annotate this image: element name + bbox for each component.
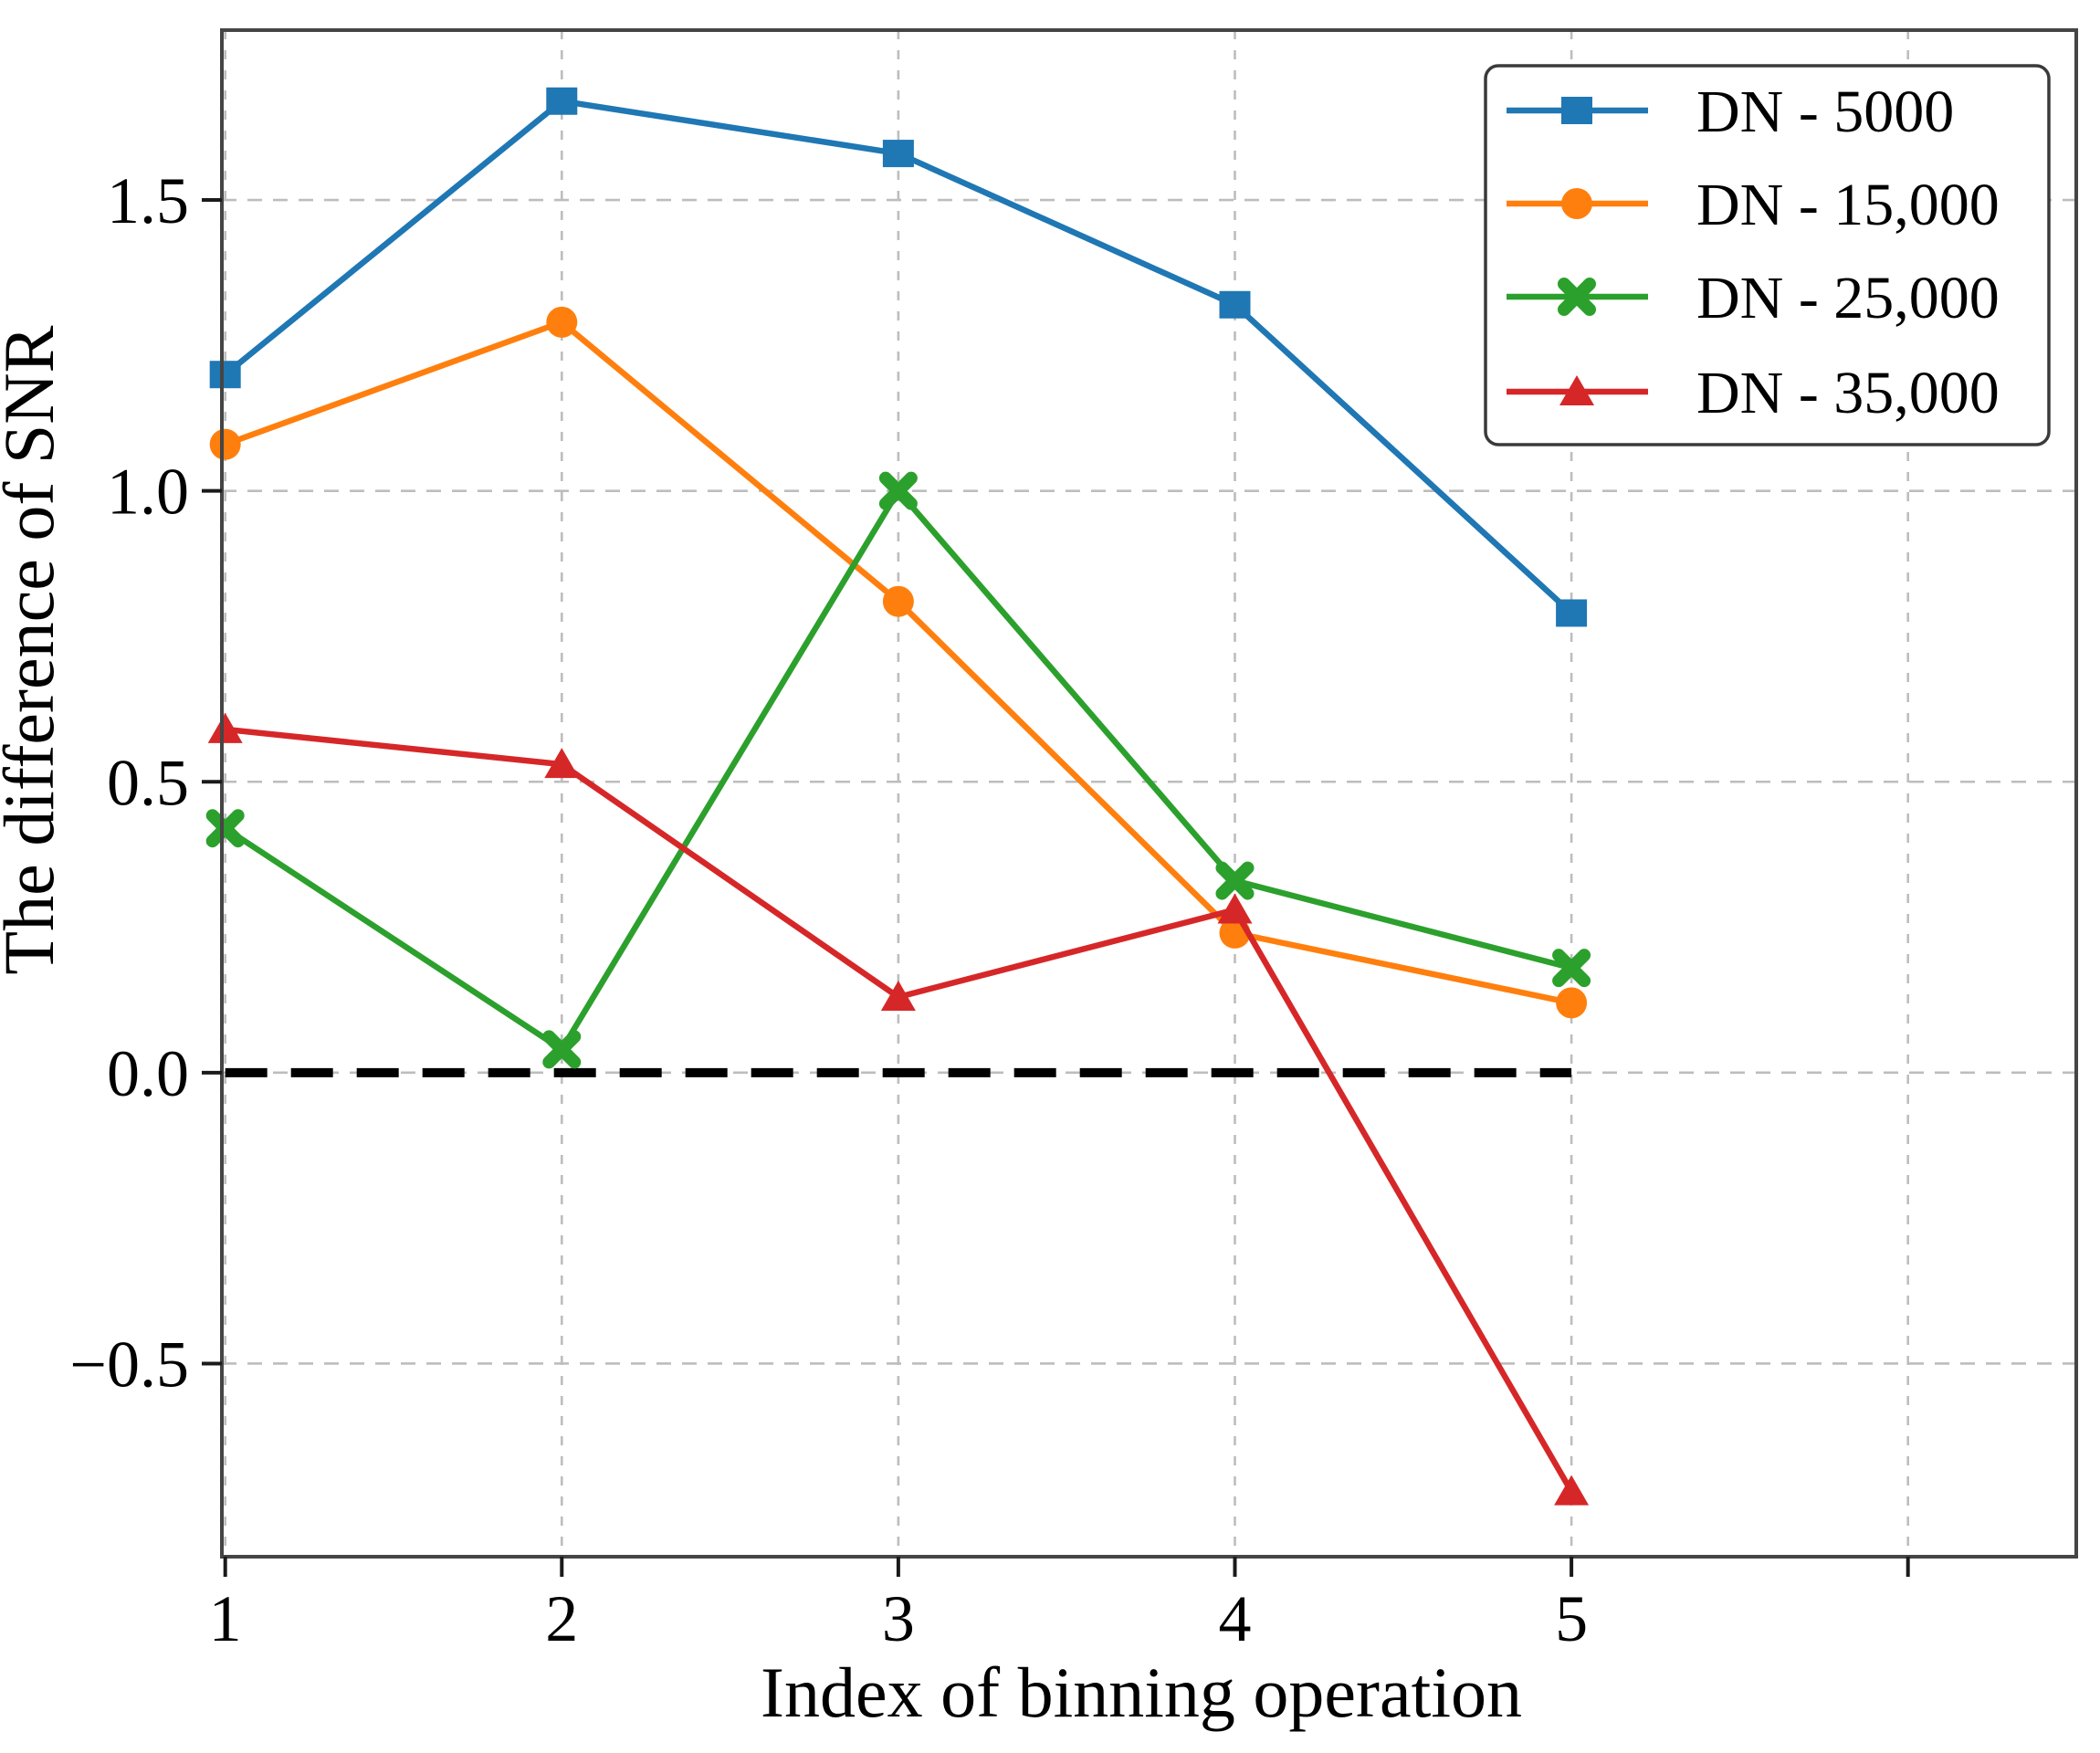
legend-entry-dn-5000: DN - 5000 [1507, 79, 1954, 145]
marker-dn-25-000-x3 [878, 471, 918, 510]
x-axis-title: Index of binning operation [761, 1653, 1522, 1732]
marker-dn-5000-x1 [209, 361, 241, 389]
legend-entry-dn-15-000: DN - 15,000 [1507, 172, 2000, 238]
x-tick-label-5: 5 [1555, 1582, 1588, 1655]
marker-dn-35-000-x1 [207, 712, 243, 743]
y-tick-label-0.5: 0.5 [107, 746, 189, 819]
y-axis-title: The difference of SNR [0, 325, 68, 974]
data-series [205, 87, 1591, 1506]
x-tick-label-1: 1 [209, 1582, 242, 1655]
axes-spines [220, 28, 2078, 1559]
y-tick-label-0.0: 0.0 [107, 1037, 189, 1110]
x-tick-label-4: 4 [1218, 1582, 1251, 1655]
marker-dn-25-000-x2 [542, 1030, 582, 1069]
legend-label-dn-15-000: DN - 15,000 [1696, 172, 2000, 238]
marker-dn-35-000-x5 [1554, 1475, 1590, 1506]
legend-marker-dn-15-000 [1561, 188, 1592, 219]
tick-labels: 1 2 3 4 5 1.5 1.0 0.5 0.0 −0.5 [69, 164, 1588, 1655]
series-dn-35-000 [207, 712, 1590, 1506]
legend-label-dn-25-000: DN - 25,000 [1696, 265, 2000, 331]
marker-dn-25-000-x4 [1215, 861, 1255, 900]
marker-dn-35-000-x2 [544, 748, 580, 779]
legend-entry-dn-35-000: DN - 35,000 [1507, 360, 2000, 426]
marker-dn-5000-x3 [882, 140, 914, 168]
legend-box [1484, 64, 2051, 446]
marker-dn-15-000-x5 [1556, 987, 1588, 1019]
marker-dn-35-000-x4 [1217, 893, 1253, 924]
y-tick-label-1.5: 1.5 [107, 164, 189, 237]
y-tick-label-1.0: 1.0 [107, 456, 189, 529]
legend-label-dn-35-000: DN - 35,000 [1696, 360, 2000, 426]
marker-dn-15-000-x3 [882, 585, 914, 617]
marker-dn-5000-x4 [1219, 290, 1251, 319]
legend-marker-dn-35-000 [1559, 375, 1594, 405]
legend: DN - 5000 DN - 15,000 DN - 25,000 DN - 35,0… [1484, 64, 2051, 446]
legend-marker-dn-5000 [1561, 97, 1592, 124]
marker-dn-5000-x2 [546, 87, 578, 115]
marker-dn-15-000-x1 [209, 428, 241, 460]
marker-dn-25-000-x5 [1552, 949, 1591, 988]
series-dn-5000 [209, 87, 1588, 627]
x-tick-label-2: 2 [545, 1582, 578, 1655]
marker-dn-25-000-x1 [205, 809, 245, 848]
marker-dn-15-000-x2 [546, 306, 578, 338]
axis-ticks [202, 198, 1910, 1577]
marker-dn-5000-x5 [1556, 599, 1588, 627]
series-dn-15-000 [209, 306, 1588, 1019]
gridlines [222, 30, 2076, 1557]
plot-border [220, 28, 2078, 1559]
marker-dn-35-000-x3 [880, 981, 916, 1012]
x-tick-label-3: 3 [882, 1582, 915, 1655]
series-dn-25-000 [205, 471, 1591, 1069]
legend-marker-dn-25-000 [1558, 278, 1596, 316]
legend-label-dn-5000: DN - 5000 [1696, 79, 1954, 145]
legend-entry-dn-25-000: DN - 25,000 [1507, 265, 2000, 331]
y-tick-label-−0.5: −0.5 [69, 1328, 189, 1401]
